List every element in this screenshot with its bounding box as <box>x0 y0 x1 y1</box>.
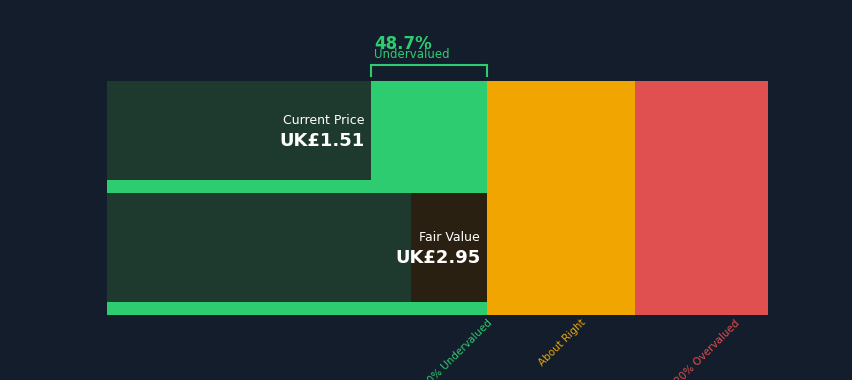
Bar <box>106 193 486 302</box>
Text: 20% Overvalued: 20% Overvalued <box>673 318 741 380</box>
Bar <box>411 193 486 302</box>
Bar <box>635 81 767 315</box>
Bar <box>106 81 486 315</box>
Text: UK£2.95: UK£2.95 <box>394 249 480 267</box>
Bar <box>106 81 371 180</box>
Bar <box>486 81 635 315</box>
Text: 20% Undervalued: 20% Undervalued <box>421 318 493 380</box>
Text: Current Price: Current Price <box>283 114 364 127</box>
Text: UK£1.51: UK£1.51 <box>279 131 364 150</box>
Text: Undervalued: Undervalued <box>374 48 450 61</box>
Text: 48.7%: 48.7% <box>374 35 432 53</box>
Text: About Right: About Right <box>537 318 587 368</box>
Text: Fair Value: Fair Value <box>419 231 480 244</box>
